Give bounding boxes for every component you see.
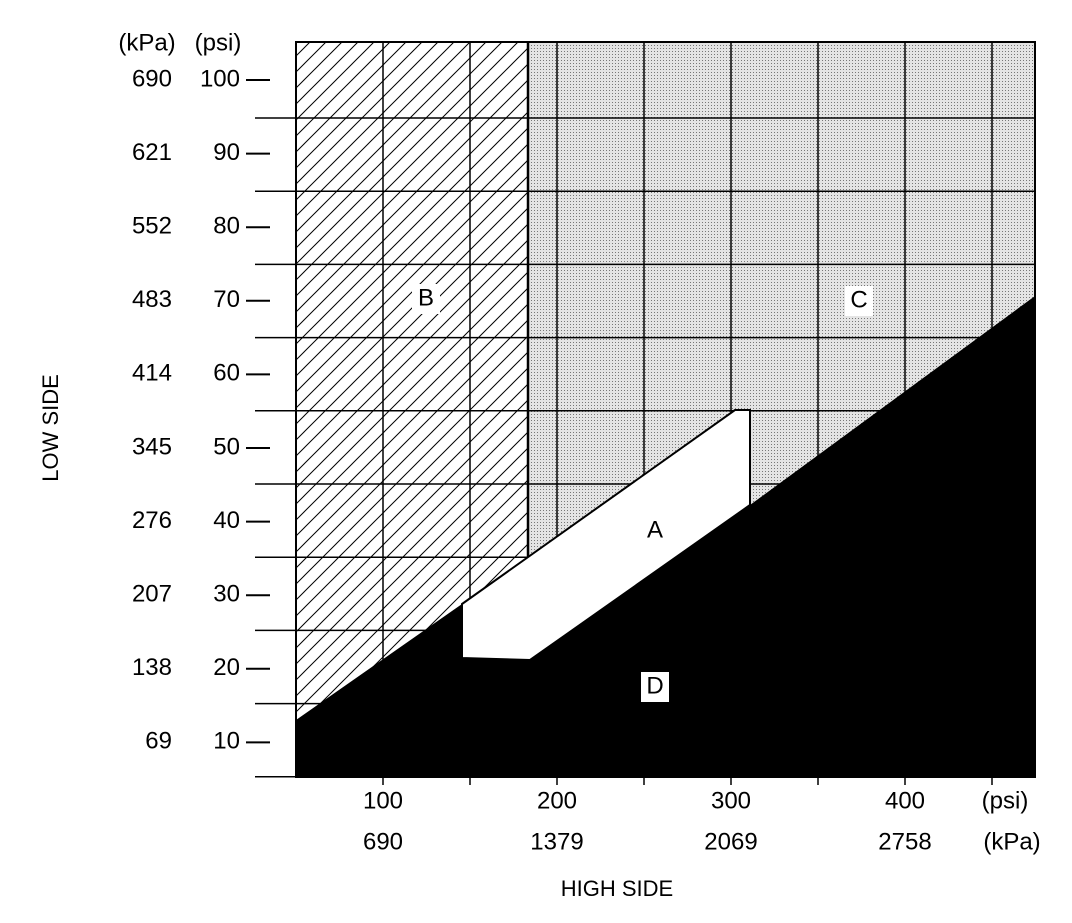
x-tick-label-kpa: 690: [363, 828, 403, 855]
y-tick-label-kpa: 207: [132, 581, 172, 608]
y-tick-label-kpa: 69: [145, 728, 172, 755]
y-tick-label-psi: 10: [213, 728, 240, 755]
unit-label: (psi): [195, 29, 242, 56]
y-tick-label-kpa: 621: [132, 139, 172, 166]
y-tick-label-psi: 100: [200, 65, 240, 92]
y-tick-label-kpa: 414: [132, 360, 172, 387]
region-d-area: [296, 296, 1035, 777]
unit-label: (kPa): [118, 29, 175, 56]
y-tick-label-psi: 40: [213, 507, 240, 534]
region-label: A: [647, 516, 663, 543]
region-a-area: [461, 409, 751, 662]
region-label: D: [646, 672, 663, 699]
y-tick-label-psi: 60: [213, 360, 240, 387]
label-bg: [845, 286, 873, 316]
x-tick-label-kpa: 1379: [530, 828, 583, 855]
y-tick-label-psi: 30: [213, 581, 240, 608]
y-tick-label-kpa: 483: [132, 286, 172, 313]
x-tick-label-kpa: 2758: [878, 828, 931, 855]
y-tick-label-kpa: 552: [132, 213, 172, 240]
unit-label: (kPa): [983, 828, 1040, 855]
x-tick-label-psi: 100: [363, 787, 403, 814]
y-tick-label-kpa: 345: [132, 433, 172, 460]
y-tick-label-kpa: 690: [132, 65, 172, 92]
y-tick-label-kpa: 276: [132, 507, 172, 534]
x-tick-label-psi: 400: [885, 787, 925, 814]
label-bg: [412, 284, 440, 314]
y-tick-label-psi: 90: [213, 139, 240, 166]
y-tick-label-psi: 80: [213, 213, 240, 240]
x-tick-label-psi: 200: [537, 787, 577, 814]
region-label: B: [418, 284, 434, 311]
axis-title: HIGH SIDE: [561, 876, 673, 901]
label-bg: [641, 672, 669, 702]
region-label: C: [850, 286, 867, 313]
x-tick-label-kpa: 2069: [704, 828, 757, 855]
y-tick-label-psi: 50: [213, 433, 240, 460]
axis-title: LOW SIDE: [38, 374, 63, 482]
unit-label: (psi): [982, 787, 1029, 814]
y-tick-label-kpa: 138: [132, 654, 172, 681]
x-tick-label-psi: 300: [711, 787, 751, 814]
y-tick-label-psi: 70: [213, 286, 240, 313]
y-tick-label-psi: 20: [213, 654, 240, 681]
